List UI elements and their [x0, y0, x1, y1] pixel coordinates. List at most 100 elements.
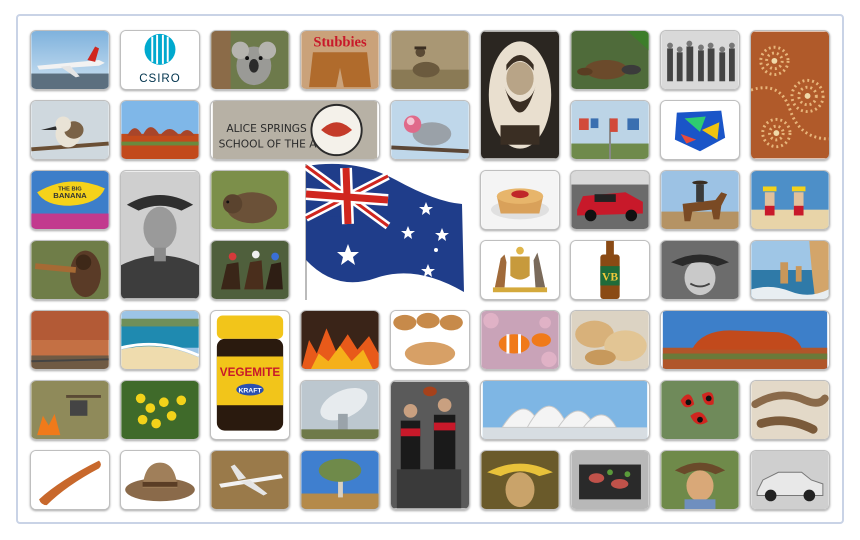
tile-aboriginal-dot-painting[interactable] — [750, 30, 830, 160]
tile-damper-bread[interactable] — [570, 310, 650, 370]
tile-vegemite-jar[interactable]: VEGEMITE KRAFT — [210, 310, 290, 440]
tile-barbecue[interactable] — [570, 450, 650, 510]
kookaburra-icon — [31, 101, 109, 159]
tile-afl-football[interactable] — [390, 380, 470, 510]
barbecue-icon — [571, 451, 649, 509]
beer-bottle-icon: VB — [571, 241, 649, 299]
vb-text: VB — [602, 271, 618, 284]
afl-football-icon — [391, 381, 469, 509]
tile-anzac-biscuits[interactable] — [390, 310, 470, 370]
tile-historic-group[interactable] — [660, 30, 740, 90]
tile-galah[interactable] — [390, 100, 470, 160]
school-sign-line1: ALICE SPRINGS — [226, 122, 307, 135]
csiro-text: CSIRO — [139, 72, 181, 85]
didgeridoo-icon — [31, 241, 109, 299]
tile-ned-kelly-portrait[interactable] — [480, 30, 560, 160]
tile-australian-flag[interactable] — [296, 160, 468, 300]
tile-stockman-horse[interactable] — [660, 170, 740, 230]
tile-boomerang[interactable] — [30, 450, 110, 510]
australian-flag-icon — [303, 162, 464, 300]
tile-bushfire[interactable] — [300, 310, 380, 370]
campfire-icon — [31, 381, 109, 439]
tile-parkes-dish[interactable] — [300, 380, 380, 440]
damper-icon — [571, 311, 649, 369]
school-sign-icon: ALICE SPRINGS SCHOOL OF THE AIR — [212, 101, 378, 159]
tile-dust-storm[interactable] — [30, 310, 110, 370]
race-car-icon — [571, 171, 649, 229]
tile-csiro-logo[interactable]: CSIRO — [120, 30, 200, 90]
tile-crocodile-hunter-man[interactable] — [660, 450, 740, 510]
tile-sydney-opera-house[interactable] — [480, 380, 650, 440]
tile-wombat[interactable] — [210, 170, 290, 230]
man-hat-portrait-icon — [661, 241, 739, 299]
stubbies-text: Stubbies — [313, 34, 367, 50]
tile-didgeridoo[interactable] — [30, 240, 110, 300]
uluru-icon — [662, 311, 828, 369]
dust-storm-icon — [31, 311, 109, 369]
stockman-horse-icon — [661, 171, 739, 229]
tile-kata-tjuta[interactable] — [120, 100, 200, 160]
tile-sturts-desert-pea[interactable] — [660, 380, 740, 440]
kata-tjuta-icon — [121, 101, 199, 159]
tile-bondi-beach[interactable] — [120, 310, 200, 370]
tile-anzac-soldier[interactable] — [120, 170, 200, 300]
tile-kookaburra[interactable] — [30, 100, 110, 160]
grubs-icon — [751, 381, 829, 439]
coat-of-arms-icon — [481, 241, 559, 299]
bush-hat-man-icon — [661, 451, 739, 509]
shorts-icon: Stubbies — [301, 31, 379, 89]
tile-flying-doctor-plane[interactable] — [210, 450, 290, 510]
tile-gum-tree[interactable] — [300, 450, 380, 510]
tile-vintage-car[interactable] — [750, 450, 830, 510]
light-plane-icon — [211, 451, 289, 509]
school-sign-line2: SCHOOL OF THE AIR — [219, 137, 328, 150]
swagman-icon — [391, 31, 469, 89]
tile-uluru[interactable] — [660, 310, 830, 370]
tile-man-in-hat-portrait[interactable] — [660, 240, 740, 300]
tile-meat-pie[interactable] — [480, 170, 560, 230]
plane-icon — [31, 31, 109, 89]
tile-race-car[interactable] — [570, 170, 650, 230]
tile-opal[interactable] — [660, 100, 740, 160]
wattle-icon — [121, 381, 199, 439]
tile-lifesavers[interactable] — [750, 170, 830, 230]
tile-stubbies[interactable]: Stubbies — [300, 30, 380, 90]
tile-qantas-plane[interactable] — [30, 30, 110, 90]
vintage-car-icon — [751, 451, 829, 509]
tile-platypus[interactable] — [570, 30, 650, 90]
tile-swagman[interactable] — [390, 30, 470, 90]
tile-witchetty-grubs[interactable] — [750, 380, 830, 440]
wombat-icon — [211, 171, 289, 229]
koala-icon — [211, 31, 289, 89]
tile-coat-of-arms[interactable] — [480, 240, 560, 300]
tile-school-of-the-air-sign[interactable]: ALICE SPRINGS SCHOOL OF THE AIR — [210, 100, 380, 160]
tile-vb-beer[interactable]: VB — [570, 240, 650, 300]
opal-icon — [661, 101, 739, 159]
tile-koala[interactable] — [210, 30, 290, 90]
yellow-hat-portrait-icon — [481, 451, 559, 509]
tile-man-yellow-hat[interactable] — [480, 450, 560, 510]
radio-telescope-icon — [301, 381, 379, 439]
tile-akubra-hat[interactable] — [120, 450, 200, 510]
dot-painting-icon — [751, 31, 829, 159]
tile-hills-hoist[interactable] — [570, 100, 650, 160]
big-banana-line1: THE BIG — [58, 186, 82, 192]
vegemite-jar-icon: VEGEMITE KRAFT — [211, 311, 289, 439]
clothesline-icon — [571, 101, 649, 159]
tile-big-banana[interactable]: THE BIG BANANA — [30, 170, 110, 230]
meat-pie-icon — [481, 171, 559, 229]
twelve-apostles-icon — [751, 241, 829, 299]
opera-house-icon — [482, 381, 648, 439]
horse-racing-icon — [211, 241, 289, 299]
tile-horse-racing[interactable] — [210, 240, 290, 300]
boomerang-icon — [31, 451, 109, 509]
csiro-logo-icon: CSIRO — [121, 31, 199, 89]
tile-wattle[interactable] — [120, 380, 200, 440]
akubra-hat-icon — [121, 451, 199, 509]
tile-clownfish[interactable] — [480, 310, 560, 370]
desert-pea-icon — [661, 381, 739, 439]
tile-billy-campfire[interactable] — [30, 380, 110, 440]
big-banana-line2: BANANA — [53, 191, 87, 200]
vegemite-text: VEGEMITE — [220, 366, 281, 379]
tile-twelve-apostles[interactable] — [750, 240, 830, 300]
